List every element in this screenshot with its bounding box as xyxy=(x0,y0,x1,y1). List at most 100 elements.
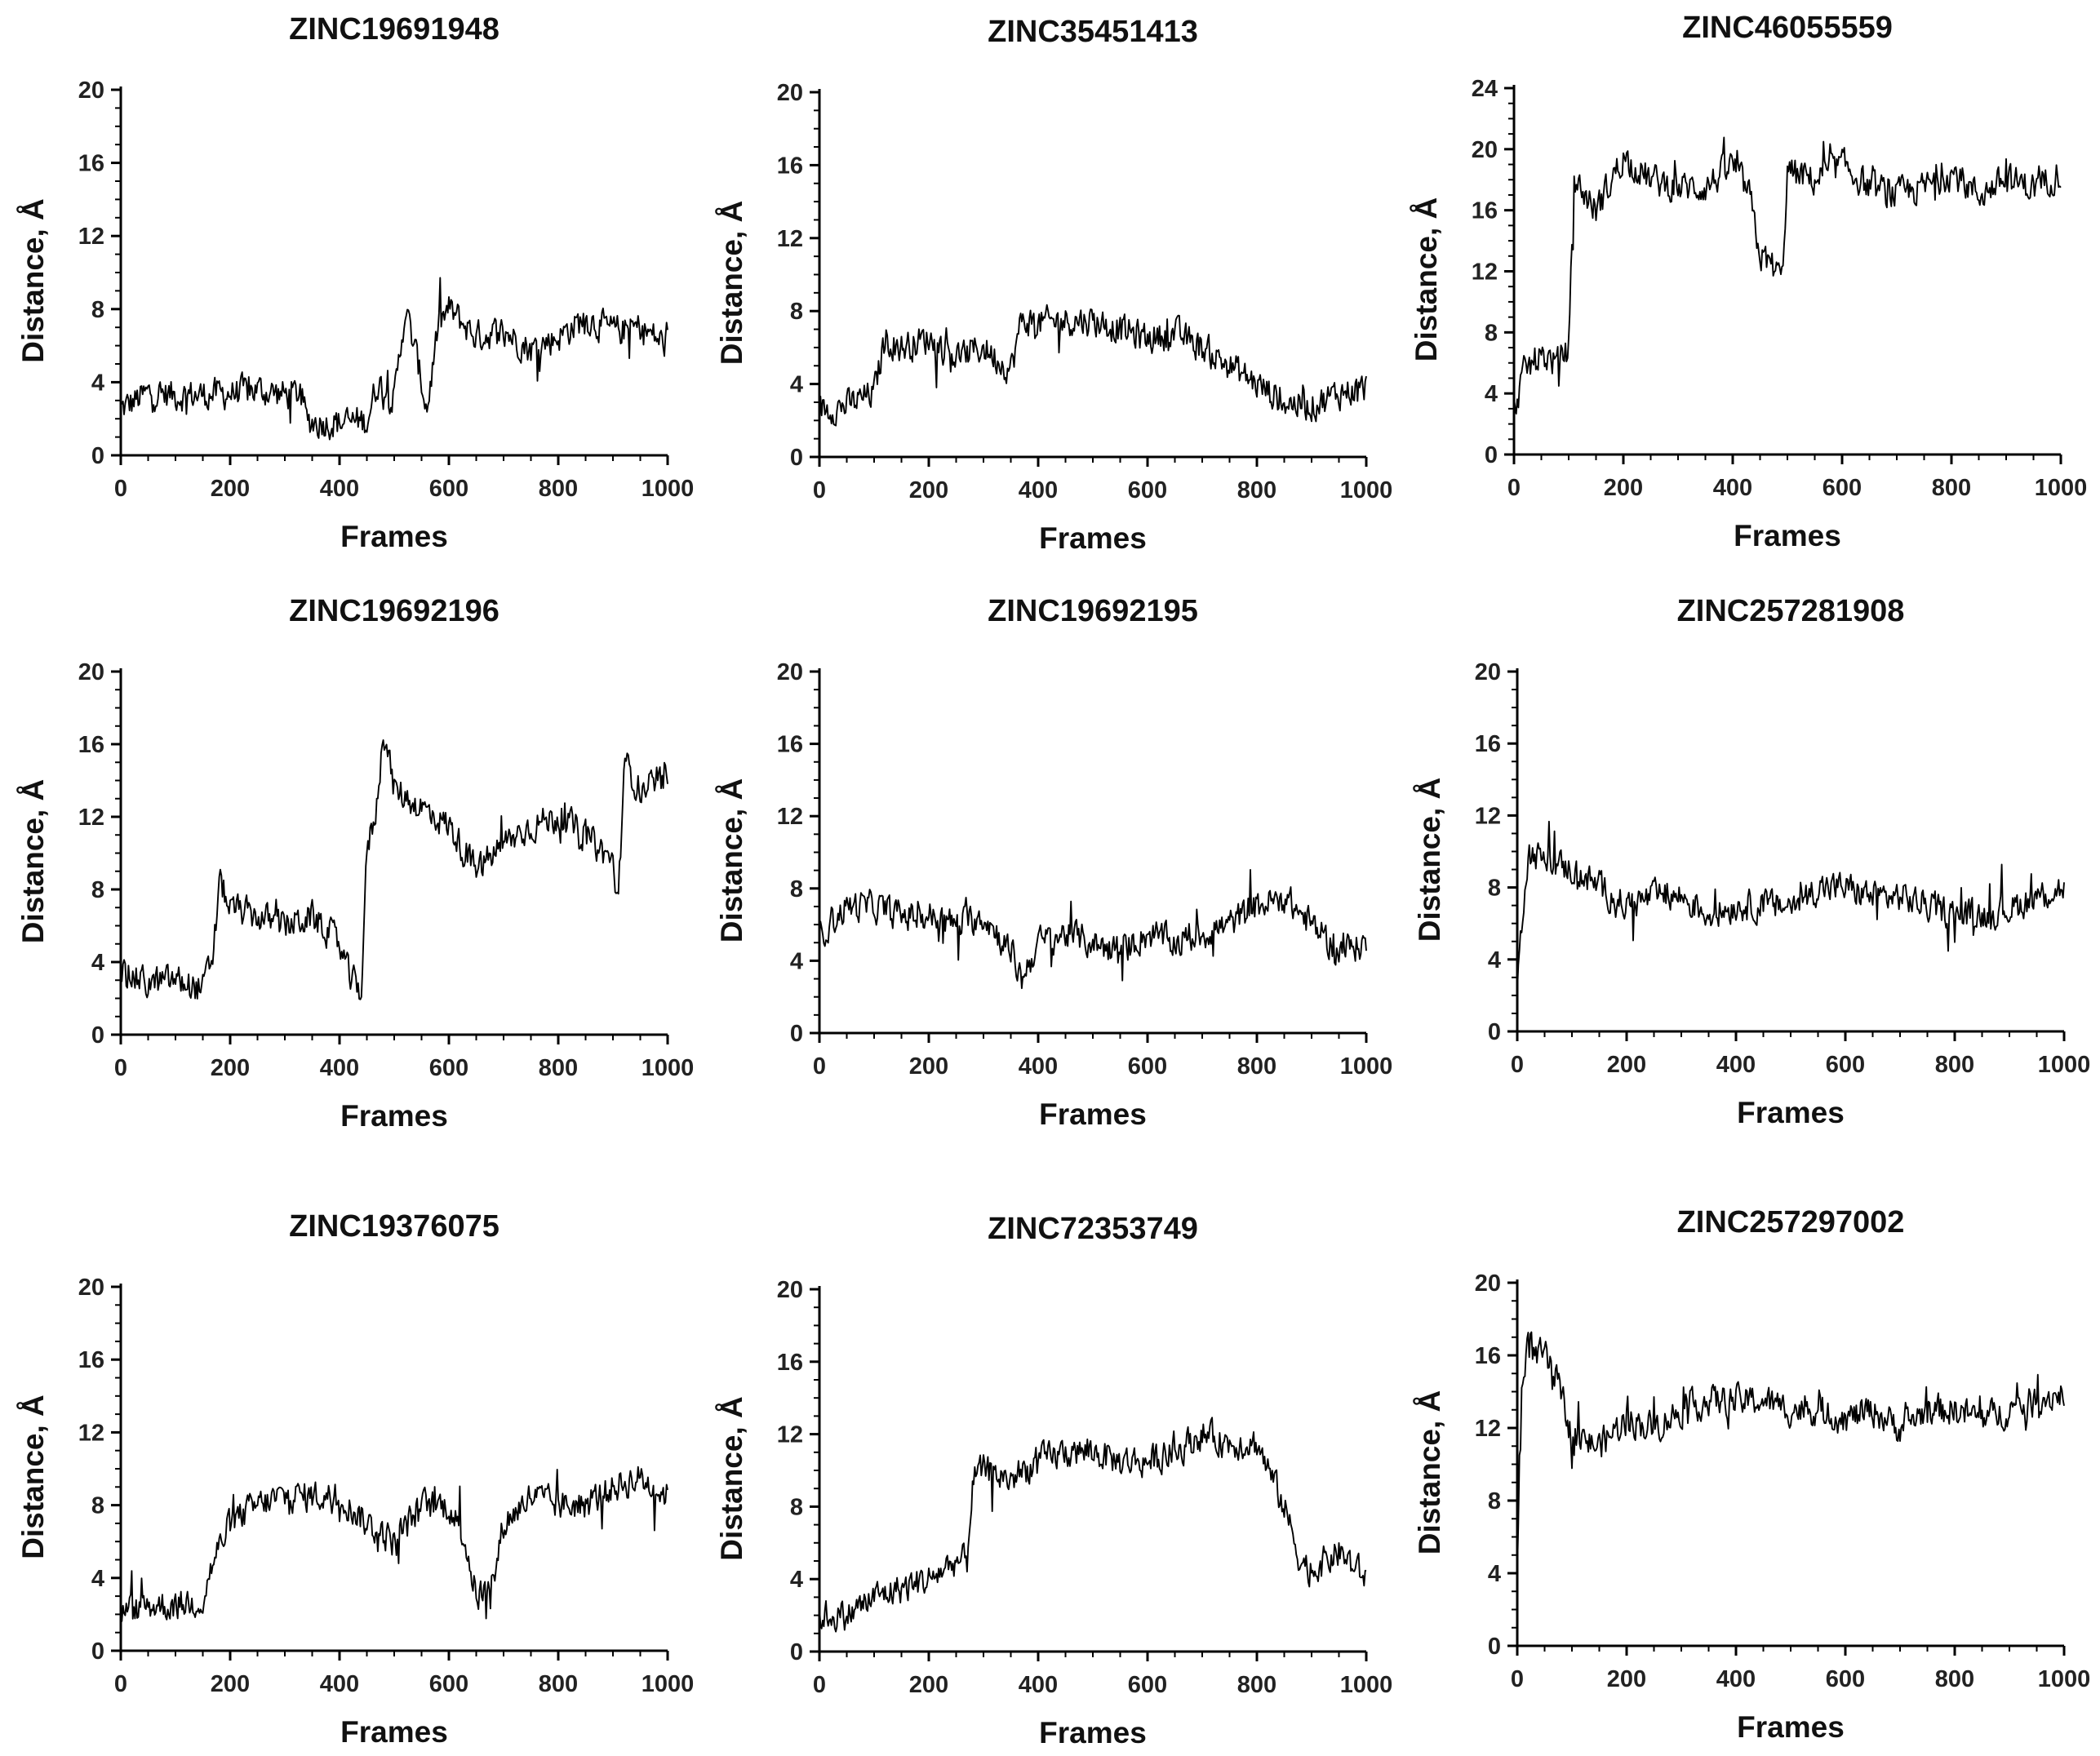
chart-title: ZINC19376075 xyxy=(289,1209,499,1244)
y-tick-label: 0 xyxy=(91,1022,104,1049)
x-tick-label: 200 xyxy=(1604,475,1643,501)
x-tick-label: 200 xyxy=(211,1055,250,1081)
y-tick-label: 24 xyxy=(1472,76,1498,102)
x-tick-label: 800 xyxy=(1237,477,1276,503)
x-tick-label: 1000 xyxy=(642,476,695,502)
x-tick-label: 200 xyxy=(909,1672,948,1698)
chart-title: ZINC257281908 xyxy=(1677,594,1905,628)
x-tick-label: 0 xyxy=(813,1672,826,1698)
x-tick-label: 200 xyxy=(1607,1666,1646,1692)
x-tick-label: 0 xyxy=(813,1053,826,1080)
y-tick-label: 4 xyxy=(790,372,803,398)
x-tick-label: 400 xyxy=(320,1055,359,1081)
y-tick-label: 16 xyxy=(78,151,104,177)
y-axis-label: Distance, Å xyxy=(1413,778,1446,942)
x-tick-label: 600 xyxy=(429,1055,468,1081)
y-tick-label: 12 xyxy=(1475,1416,1501,1442)
x-tick-label: 800 xyxy=(1935,1666,1974,1692)
chart-title: ZINC19691948 xyxy=(289,12,499,47)
x-axis-label: Frames xyxy=(1039,1716,1147,1749)
x-tick-label: 0 xyxy=(1511,1666,1524,1692)
y-tick-label: 0 xyxy=(1488,1634,1501,1660)
x-tick-label: 1000 xyxy=(2038,1666,2091,1692)
y-tick-label: 20 xyxy=(777,1277,803,1303)
y-tick-label: 4 xyxy=(790,948,803,974)
x-tick-label: 600 xyxy=(1826,1052,1865,1078)
x-tick-label: 400 xyxy=(1019,1053,1058,1080)
y-tick-label: 12 xyxy=(777,1422,803,1448)
y-tick-label: 20 xyxy=(777,80,803,106)
y-tick-label: 4 xyxy=(1488,947,1501,973)
x-tick-label: 1000 xyxy=(642,1671,695,1697)
y-tick-label: 8 xyxy=(91,297,104,323)
series-line xyxy=(819,304,1367,427)
x-tick-label: 800 xyxy=(539,1671,578,1697)
y-tick-label: 8 xyxy=(1488,876,1501,902)
y-tick-label: 16 xyxy=(777,732,803,758)
x-tick-label: 200 xyxy=(909,1053,948,1080)
x-tick-label: 400 xyxy=(1713,475,1752,501)
y-axis-label: Distance, Å xyxy=(16,198,50,363)
x-tick-label: 600 xyxy=(1826,1666,1865,1692)
y-tick-label: 4 xyxy=(1488,1561,1501,1587)
y-tick-label: 4 xyxy=(91,950,104,976)
chart-title: ZINC19692196 xyxy=(289,594,499,628)
y-tick-label: 0 xyxy=(790,1021,803,1047)
y-tick-label: 16 xyxy=(1475,731,1501,757)
x-axis-label: Frames xyxy=(1039,521,1147,555)
chart-title: ZINC19692195 xyxy=(988,594,1198,628)
y-tick-label: 12 xyxy=(1475,803,1501,829)
y-tick-label: 0 xyxy=(91,443,104,469)
y-tick-label: 12 xyxy=(78,805,104,831)
x-tick-label: 1000 xyxy=(2038,1052,2091,1078)
x-tick-label: 800 xyxy=(539,476,578,502)
y-axis-label: Distance, Å xyxy=(1413,1390,1446,1555)
y-axis-label: Distance, Å xyxy=(715,1396,748,1561)
x-axis-label: Frames xyxy=(1734,519,1841,552)
x-tick-label: 400 xyxy=(1716,1666,1756,1692)
x-axis-label: Frames xyxy=(340,1099,448,1133)
x-axis-label: Frames xyxy=(1737,1710,1845,1744)
y-tick-label: 4 xyxy=(1485,381,1498,407)
y-tick-label: 4 xyxy=(91,1566,104,1592)
x-tick-label: 0 xyxy=(114,476,127,502)
y-tick-label: 16 xyxy=(1475,1343,1501,1369)
x-tick-label: 600 xyxy=(1128,1672,1167,1698)
series-line xyxy=(120,739,668,1000)
x-tick-label: 400 xyxy=(1716,1052,1756,1078)
series-line xyxy=(819,1417,1367,1633)
x-axis-label: Frames xyxy=(340,520,448,553)
y-tick-label: 20 xyxy=(78,1275,104,1301)
x-axis-label: Frames xyxy=(1039,1098,1147,1131)
y-tick-label: 8 xyxy=(790,299,803,325)
series-line xyxy=(120,277,668,441)
x-tick-label: 800 xyxy=(1935,1052,1974,1078)
y-tick-label: 0 xyxy=(91,1638,104,1665)
x-tick-label: 800 xyxy=(1237,1053,1276,1080)
x-tick-label: 600 xyxy=(1128,1053,1167,1080)
y-tick-label: 20 xyxy=(777,659,803,685)
y-tick-label: 8 xyxy=(1485,320,1498,346)
chart-title: ZINC257297002 xyxy=(1677,1205,1905,1239)
x-tick-label: 400 xyxy=(1019,1672,1058,1698)
y-tick-label: 8 xyxy=(91,1493,104,1519)
series-line xyxy=(1516,1331,2065,1570)
x-tick-label: 800 xyxy=(539,1055,578,1081)
y-tick-label: 8 xyxy=(790,876,803,902)
y-tick-label: 20 xyxy=(1475,1270,1501,1297)
y-tick-label: 0 xyxy=(1488,1019,1501,1045)
y-axis-label: Distance, Å xyxy=(715,201,748,366)
x-tick-label: 200 xyxy=(1607,1052,1646,1078)
y-tick-label: 12 xyxy=(78,224,104,250)
chart-title: ZINC72353749 xyxy=(988,1212,1198,1246)
y-tick-label: 12 xyxy=(777,804,803,830)
x-tick-label: 600 xyxy=(429,1671,468,1697)
x-axis-label: Frames xyxy=(1737,1096,1845,1129)
y-tick-label: 16 xyxy=(1472,198,1498,224)
